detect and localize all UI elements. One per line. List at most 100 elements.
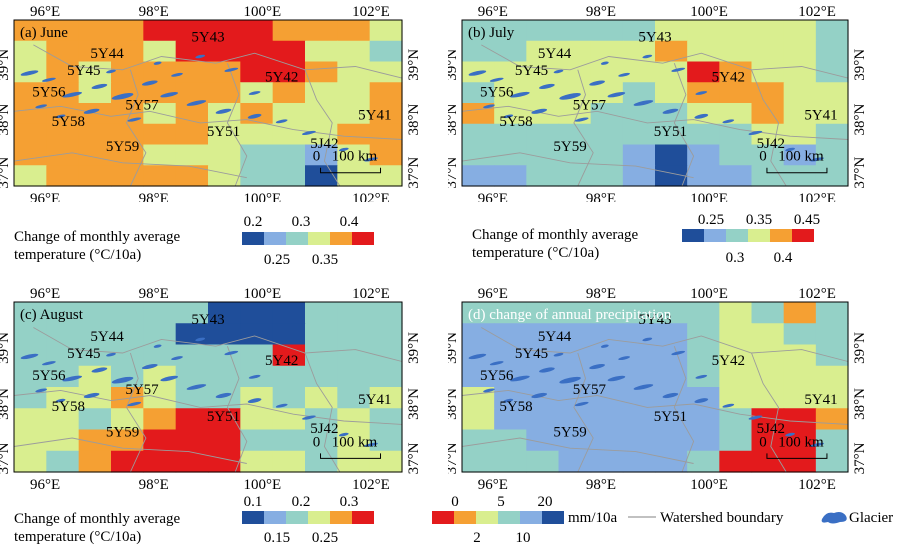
glacier-icon — [810, 157, 824, 162]
watershed-boundary-line — [13, 105, 403, 140]
grid-cell — [590, 408, 624, 431]
glacier-icon — [539, 367, 555, 373]
legend-august-tick: 0.15 — [264, 530, 290, 546]
lon-tick-label: 100°E — [243, 191, 281, 202]
grid-cell — [337, 103, 371, 125]
station-label: 5Y51 — [207, 409, 240, 425]
grid-cell — [494, 323, 527, 346]
grid-cell — [687, 429, 720, 452]
station-label: 5Y58 — [52, 399, 85, 415]
legend-august: Change of monthly average temperature (°… — [14, 486, 444, 546]
grid-cell — [655, 429, 688, 452]
glacier-icon — [302, 130, 316, 135]
grid-cell — [143, 429, 177, 452]
grid-cell — [526, 365, 560, 388]
legend-july-colorbar: 0.25 0.35 0.45 0.3 0.4 — [682, 212, 820, 266]
grid-cell — [240, 103, 274, 125]
glacier-icon — [810, 442, 824, 447]
grid-cell — [240, 20, 274, 42]
glacier-icon — [671, 350, 686, 356]
grid-cell — [369, 344, 403, 367]
watershed-boundaries — [461, 44, 849, 187]
grid-cell — [462, 40, 495, 63]
grid-cell — [78, 103, 112, 125]
grid-cell — [462, 323, 495, 346]
glacier-icon — [20, 353, 39, 360]
glacier-icon — [574, 117, 589, 122]
grid-cell — [815, 20, 849, 42]
grid-cell — [111, 61, 144, 83]
grid-cell — [719, 450, 753, 473]
glacier-icon — [35, 104, 48, 109]
legend-june-title: Change of monthly average temperature (°… — [14, 229, 181, 263]
grid-cell — [337, 408, 371, 431]
grid-cell — [622, 144, 656, 166]
grid-cell — [143, 302, 177, 324]
legend-june-tick: 0.2 — [244, 214, 263, 230]
grid-cell — [751, 408, 785, 431]
grid-cell — [687, 123, 720, 146]
grid-cell — [337, 365, 371, 388]
grid-cell — [305, 165, 338, 187]
grid-cell — [751, 302, 785, 324]
glacier-icon — [531, 392, 548, 399]
watershed-boundary-line — [481, 327, 849, 362]
glacier-icon — [642, 337, 653, 342]
grid-cell — [111, 450, 144, 473]
glacier-icon — [91, 83, 108, 89]
grid-cell — [783, 20, 817, 42]
station-label: 5Y45 — [67, 63, 100, 79]
lon-tick-label: 102°E — [352, 191, 390, 202]
glaciers — [468, 337, 824, 447]
grid-cell — [208, 429, 241, 452]
panel-title: (c) August — [20, 307, 84, 323]
grid-cell — [783, 302, 817, 324]
watershed-boundary-line — [33, 44, 403, 79]
grid-cell — [272, 323, 306, 346]
grid-cell — [337, 82, 371, 104]
grid-cell — [46, 165, 80, 187]
glacier-icon — [722, 403, 735, 408]
grid-cell — [208, 323, 241, 346]
grid-cell — [175, 302, 209, 324]
grid-cell — [143, 144, 177, 166]
lon-tick-label: 98°E — [586, 191, 616, 202]
glacier-icon — [106, 352, 116, 357]
grid-cell — [46, 20, 80, 42]
grid-cell — [494, 40, 527, 63]
grid-cell — [622, 20, 656, 42]
map-frame — [13, 301, 403, 473]
grid-cell — [558, 144, 592, 166]
glacier-icon — [153, 344, 162, 348]
station-label: 5Y43 — [638, 30, 671, 46]
glacier-icon — [275, 403, 288, 408]
grid-cell — [526, 323, 560, 346]
station-label: 5J42 — [757, 136, 785, 152]
station-label: 5Y41 — [804, 108, 837, 124]
grid-cell — [305, 450, 338, 473]
grid-cell — [590, 165, 624, 187]
grid-cell — [78, 302, 112, 324]
glacier-icon — [510, 375, 530, 382]
grid-cell — [719, 82, 753, 104]
grid-cell — [719, 408, 753, 431]
grid-cell — [14, 323, 47, 346]
lat-tick-label: 39°N — [406, 332, 422, 364]
legend-august-tick: 0.3 — [340, 494, 359, 510]
grid-cell — [369, 450, 403, 473]
legend-june-colorbar: 0.2 0.3 0.4 0.25 0.35 — [242, 214, 374, 268]
grid-cell — [783, 408, 817, 431]
lon-tick-label: 96°E — [478, 191, 508, 202]
legend-precip-tick: 20 — [538, 494, 553, 510]
grid-cell — [494, 365, 527, 388]
glacier-icon — [83, 392, 100, 399]
grid-cell — [462, 429, 495, 452]
grid-cell — [305, 365, 338, 388]
grid-cell — [622, 82, 656, 104]
grid-cell — [369, 20, 403, 42]
grid-cell — [46, 408, 80, 431]
grid-cell — [751, 450, 785, 473]
glacier-icon — [671, 67, 686, 72]
